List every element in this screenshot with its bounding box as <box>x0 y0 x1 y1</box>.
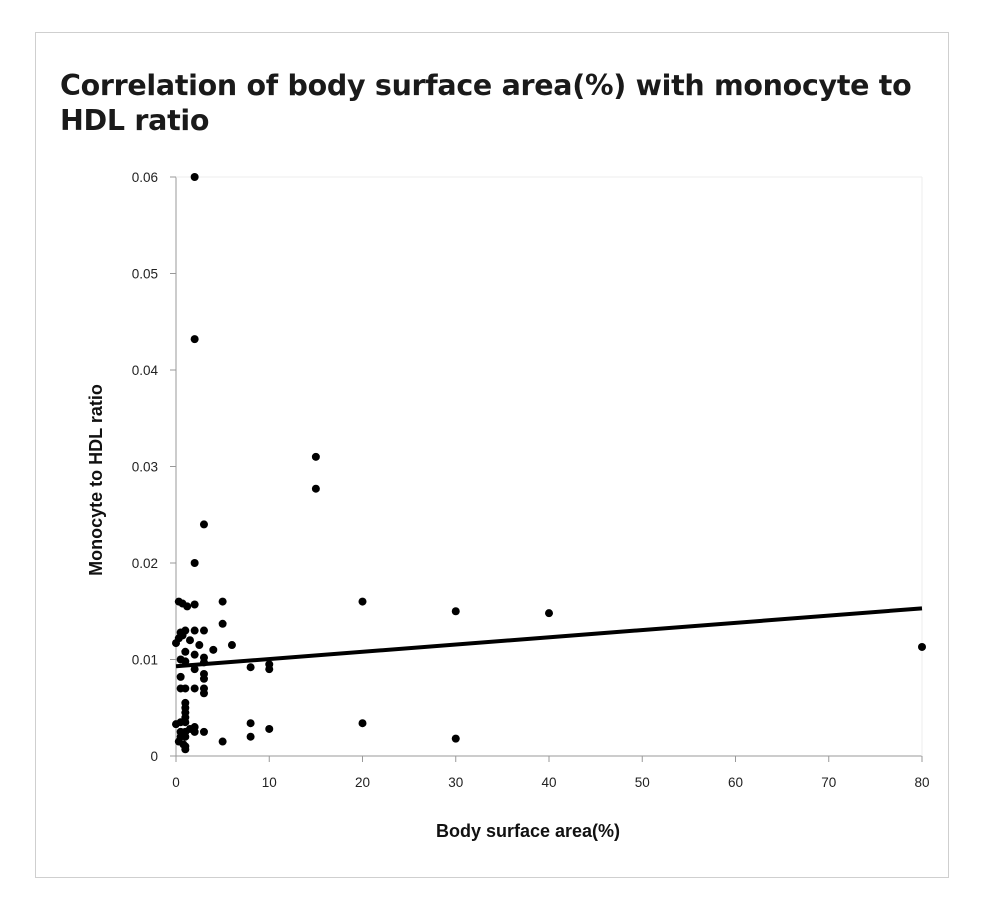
data-points <box>172 173 926 754</box>
data-point <box>181 732 190 741</box>
data-point <box>311 484 320 493</box>
chart-title: Correlation of body surface area(%) with… <box>60 69 912 137</box>
data-point <box>218 597 227 606</box>
data-point <box>183 602 192 611</box>
data-point <box>190 600 199 609</box>
data-point <box>358 719 367 728</box>
data-point <box>195 641 204 650</box>
x-tick-label: 60 <box>728 775 743 790</box>
data-point <box>190 335 199 344</box>
data-point <box>178 631 187 640</box>
data-point <box>218 737 227 746</box>
x-axis-title: Body surface area(%) <box>436 821 620 841</box>
data-point <box>246 663 255 672</box>
data-point <box>265 724 274 733</box>
data-point <box>451 734 460 743</box>
data-point <box>190 727 199 736</box>
x-tick-label: 70 <box>821 775 836 790</box>
data-point <box>199 626 208 635</box>
x-tick-label: 20 <box>355 775 370 790</box>
y-tick-label: 0 <box>150 749 158 764</box>
y-tick-label: 0.03 <box>132 460 158 475</box>
data-point <box>246 719 255 728</box>
data-point <box>451 607 460 616</box>
tick-group: 0 10 20 30 40 50 60 70 80 0 0.01 0.02 0.03 0.04 0.05 0.… <box>132 170 930 790</box>
data-point <box>246 732 255 741</box>
axes <box>175 176 923 757</box>
data-point <box>199 689 208 698</box>
data-point <box>265 665 274 674</box>
data-point <box>311 452 320 461</box>
data-point <box>199 727 208 736</box>
data-point <box>190 173 199 181</box>
y-tick-label: 0.04 <box>132 363 159 378</box>
y-tick-label: 0.01 <box>132 653 158 668</box>
x-tick-label: 80 <box>914 775 929 790</box>
data-point <box>190 665 199 674</box>
data-point <box>190 559 199 567</box>
x-tick-label: 50 <box>635 775 650 790</box>
y-tick-label: 0.02 <box>132 556 158 571</box>
data-point <box>190 650 199 659</box>
y-axis-title: Monocyte to HDL ratio <box>86 384 106 576</box>
y-tick-label: 0.05 <box>132 267 158 282</box>
trend-line <box>175 606 923 669</box>
data-point <box>199 520 208 529</box>
data-point <box>918 642 926 651</box>
data-point <box>190 684 199 693</box>
x-tick-label: 40 <box>541 775 556 790</box>
y-tick-label: 0.06 <box>132 170 158 185</box>
data-point <box>176 672 185 681</box>
x-tick-label: 10 <box>262 775 277 790</box>
data-point <box>185 636 194 645</box>
data-point <box>545 609 553 618</box>
data-point <box>358 597 367 606</box>
x-tick-label: 30 <box>448 775 463 790</box>
data-point <box>181 718 190 727</box>
x-tick-label: 0 <box>172 775 180 790</box>
data-point <box>218 619 227 628</box>
data-point <box>199 674 208 683</box>
data-point <box>209 645 218 654</box>
data-point <box>181 745 190 754</box>
data-point <box>190 626 199 635</box>
data-point <box>181 647 190 656</box>
data-point <box>227 641 236 650</box>
data-point <box>172 639 180 648</box>
data-point <box>181 684 190 693</box>
